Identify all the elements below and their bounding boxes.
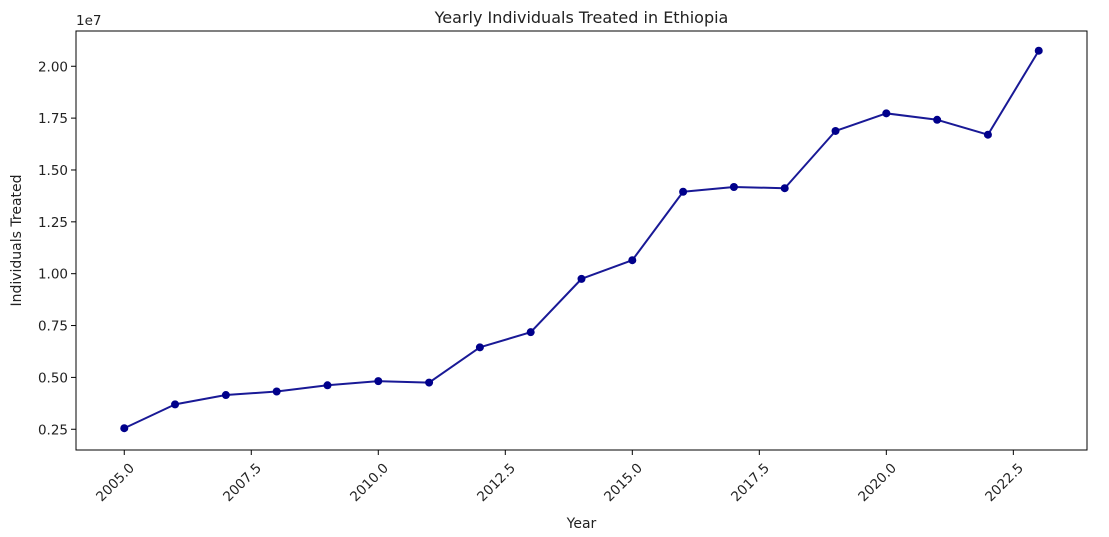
data-point	[272, 387, 281, 396]
x-tick-label: 2015.0	[601, 460, 646, 505]
series-layer	[120, 46, 1043, 433]
x-axis-label: Year	[566, 516, 597, 532]
data-point	[526, 328, 535, 337]
data-point	[831, 126, 840, 135]
chart-title: Yearly Individuals Treated in Ethiopia	[434, 8, 729, 27]
y-tick-label: 1.25	[38, 215, 68, 231]
data-point	[425, 378, 434, 387]
data-point	[983, 130, 992, 139]
data-point	[475, 343, 484, 352]
data-point	[1034, 46, 1043, 55]
x-tick-label: 2007.5	[220, 460, 265, 505]
plot-area	[75, 30, 1088, 451]
x-tick-label: 2010.0	[347, 460, 392, 505]
y-tick-label: 1.50	[38, 163, 68, 179]
series-line	[123, 50, 1040, 430]
x-tick-label: 2012.5	[474, 460, 519, 505]
data-point	[374, 377, 383, 386]
x-tick-label: 2017.5	[728, 460, 773, 505]
data-point	[221, 391, 230, 400]
data-point	[171, 400, 180, 409]
y-axis-label: Individuals Treated	[9, 174, 25, 306]
y-tick-label: 0.75	[38, 319, 68, 335]
data-point	[323, 381, 332, 390]
y-tick-label: 0.25	[38, 422, 68, 438]
data-point	[729, 182, 738, 191]
x-axis: 2005.0 2007.5 2010.0 2012.5 2015.0 2017.5 2020…	[93, 450, 1027, 505]
data-point	[577, 274, 586, 283]
y-tick-label: 1.75	[38, 111, 68, 127]
data-point	[933, 115, 942, 124]
data-point	[120, 424, 129, 433]
x-tick-label: 2005.0	[93, 460, 138, 505]
data-point	[882, 109, 891, 118]
y-axis: 0.25 0.50 0.75 1.00 1.25 1.50 1.75 2.00	[38, 59, 76, 438]
data-point	[679, 187, 688, 196]
x-tick-label: 2020.0	[855, 460, 900, 505]
data-point	[628, 256, 637, 265]
y-tick-label: 0.50	[38, 370, 68, 386]
y-tick-label: 2.00	[38, 59, 68, 75]
data-point	[780, 184, 789, 193]
y-tick-label: 1.00	[38, 267, 68, 283]
y-axis-offset-label: 1e7	[76, 13, 101, 29]
x-tick-label: 2022.5	[982, 460, 1027, 505]
